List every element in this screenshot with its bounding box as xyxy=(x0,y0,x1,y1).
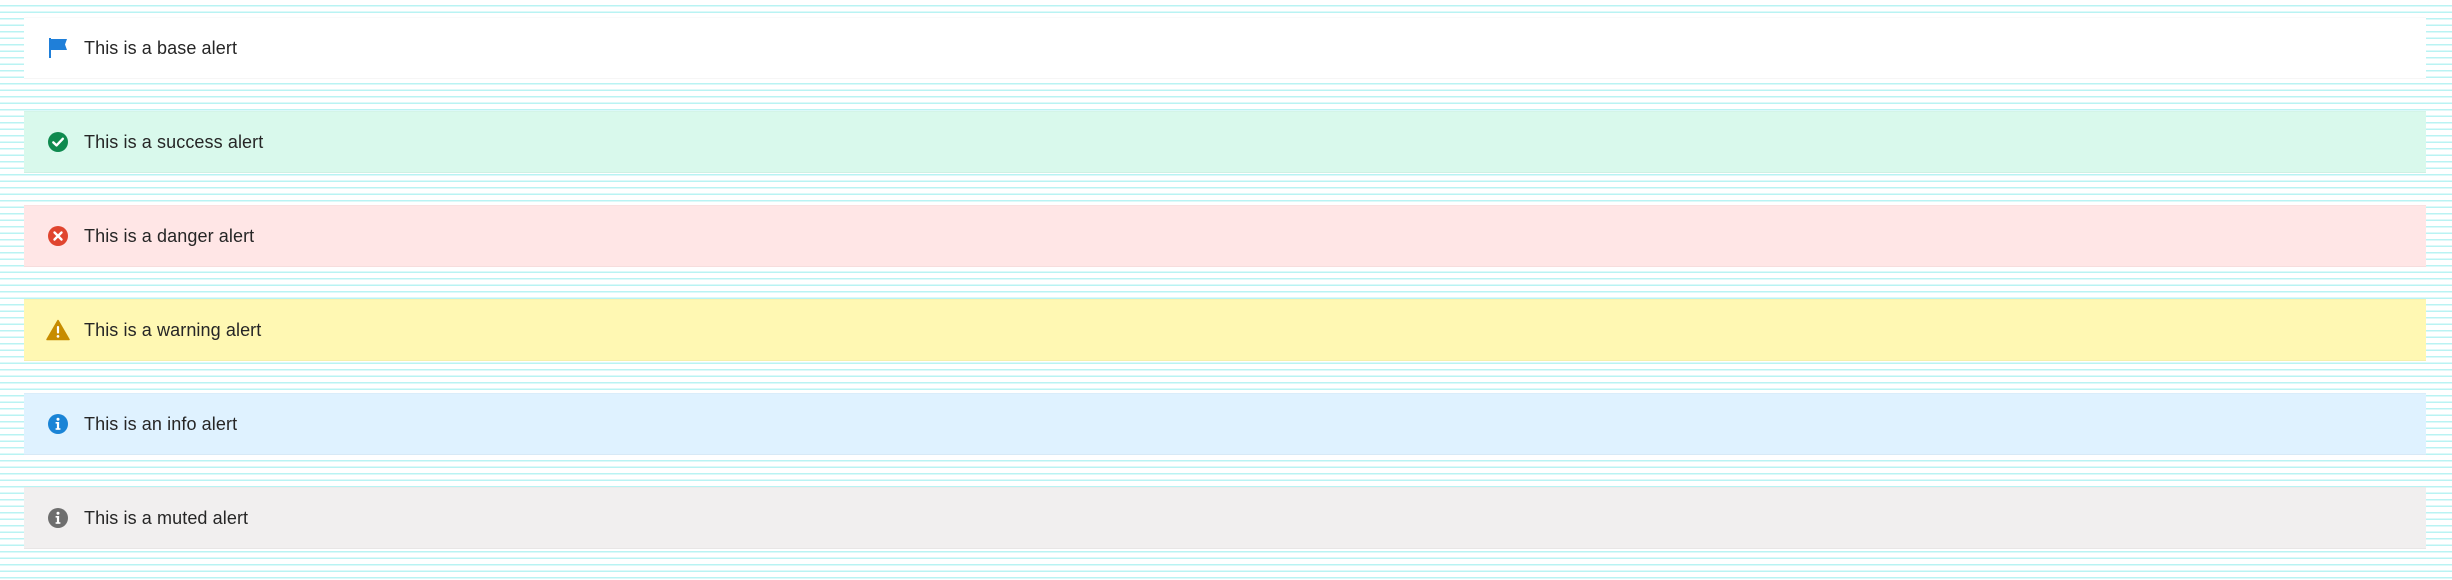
alert-base: This is a base alert xyxy=(24,17,2426,79)
alert-danger-text: This is a danger alert xyxy=(84,225,255,246)
alert-danger: This is a danger alert xyxy=(24,205,2426,267)
info-circle-icon xyxy=(46,412,70,436)
alert-muted: This is a muted alert xyxy=(24,487,2426,549)
alert-muted-text: This is a muted alert xyxy=(84,507,249,528)
muted-info-circle-icon xyxy=(46,506,70,530)
flag-icon xyxy=(46,36,70,60)
alert-success-text: This is a success alert xyxy=(84,131,264,152)
alert-list: This is a base alert This is a success a… xyxy=(24,17,2426,549)
warning-triangle-icon xyxy=(46,318,70,342)
x-circle-icon xyxy=(46,224,70,248)
alert-success: This is a success alert xyxy=(24,111,2426,173)
alert-info-text: This is an info alert xyxy=(84,413,238,434)
alert-warning: This is a warning alert xyxy=(24,299,2426,361)
alert-info: This is an info alert xyxy=(24,393,2426,455)
alert-base-text: This is a base alert xyxy=(84,37,238,58)
alert-warning-text: This is a warning alert xyxy=(84,319,262,340)
check-circle-icon xyxy=(46,130,70,154)
